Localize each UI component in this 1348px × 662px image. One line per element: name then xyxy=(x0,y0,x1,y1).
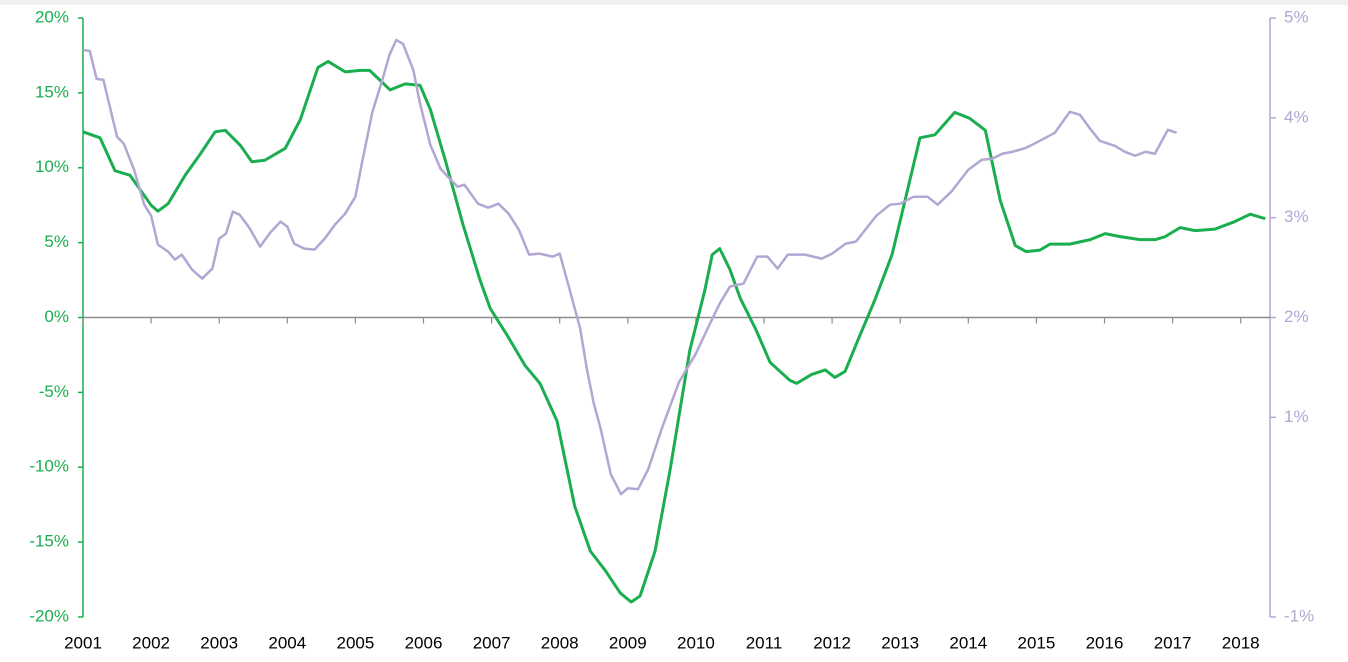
y-tick-label: -10% xyxy=(29,457,69,476)
y-tick-label: -20% xyxy=(29,606,69,625)
x-tick-label: 2010 xyxy=(677,633,715,652)
y-tick-label: 15% xyxy=(35,82,69,101)
y2-tick-label: 2% xyxy=(1284,307,1309,326)
x-tick-label: 2002 xyxy=(132,633,170,652)
y2-tick-label: 1% xyxy=(1284,407,1309,426)
y-tick-label: -15% xyxy=(29,532,69,551)
x-tick-label: 2009 xyxy=(609,633,647,652)
x-tick-label: 2004 xyxy=(268,633,306,652)
y-tick-label: -5% xyxy=(39,382,69,401)
top-strip xyxy=(0,0,1348,5)
x-tick-label: 2012 xyxy=(813,633,851,652)
x-tick-label: 2011 xyxy=(746,633,783,652)
x-tick-label: 2013 xyxy=(881,633,919,652)
x-tick-label: 2001 xyxy=(64,633,102,652)
series-line xyxy=(82,59,1266,604)
x-tick-label: 2007 xyxy=(473,633,511,652)
x-tick-label: 2014 xyxy=(949,633,987,652)
y-tick-label: 10% xyxy=(35,157,69,176)
x-tick-label: 2003 xyxy=(200,633,238,652)
y-tick-label: 5% xyxy=(44,232,69,251)
y-tick-label: 20% xyxy=(35,7,69,26)
x-tick-label: 2008 xyxy=(541,633,579,652)
x-tick-label: 2016 xyxy=(1086,633,1124,652)
x-tick-label: 2005 xyxy=(336,633,374,652)
y2-tick-label: 3% xyxy=(1284,207,1309,226)
y2-tick-label: 5% xyxy=(1284,7,1309,26)
x-tick-label: 2015 xyxy=(1017,633,1055,652)
y2-tick-label: -1% xyxy=(1284,606,1314,625)
y-tick-label: 0% xyxy=(44,307,69,326)
x-tick-label: 2017 xyxy=(1154,633,1192,652)
x-tick-label: 2018 xyxy=(1222,633,1260,652)
series-line xyxy=(82,38,1178,496)
x-tick-label: 2006 xyxy=(405,633,443,652)
y2-tick-label: 4% xyxy=(1284,107,1309,126)
